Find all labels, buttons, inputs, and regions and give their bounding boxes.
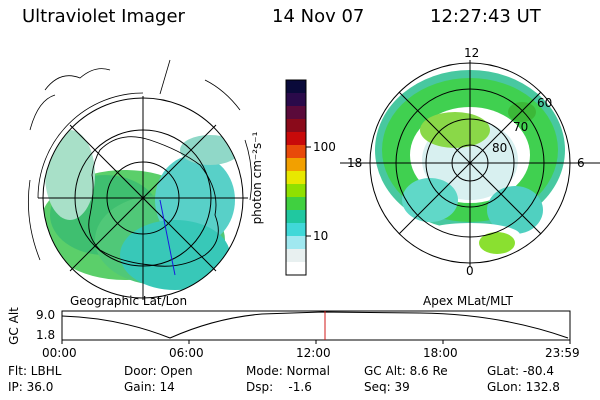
mlat-label-60: 60 <box>537 96 553 110</box>
observation-date: 14 Nov 07 <box>272 6 365 27</box>
gain-readout: Gain: 14 <box>124 380 175 394</box>
colorbar-segment <box>286 197 306 211</box>
colorbar-unit-label: photon cm⁻²s⁻¹ <box>250 131 264 225</box>
colorbar-tick-100: 100 <box>313 140 336 154</box>
alt-xtick-12: 12:00 <box>296 346 331 360</box>
mode-readout: Mode: Normal <box>246 364 330 378</box>
alt-xtick-0: 00:00 <box>42 346 77 360</box>
colorbar-segment <box>286 249 306 263</box>
alt-ylabel: GC Alt <box>7 307 21 345</box>
magnetic-caption: Apex MLat/MLT <box>423 294 513 308</box>
colorbar-segment <box>286 184 306 198</box>
alt-xtick-18: 18:00 <box>423 346 458 360</box>
colorbar-segment <box>286 236 306 250</box>
mlt-label-0: 0 <box>466 264 474 278</box>
seq-readout: Seq: 39 <box>364 380 410 394</box>
mlat-label-80: 80 <box>492 141 508 155</box>
alt-xtick-6: 06:00 <box>169 346 204 360</box>
colorbar-segment <box>286 80 306 94</box>
colorbar-segment <box>286 158 306 172</box>
magnetic-panel <box>340 60 600 266</box>
colorbar-segment <box>286 171 306 185</box>
colorbar-segment <box>286 106 306 120</box>
mlt-label-18: 18 <box>347 156 363 170</box>
colorbar-segment <box>286 132 306 146</box>
mlat-label-70: 70 <box>513 120 529 134</box>
filter-readout: Flt: LBHL <box>8 364 62 378</box>
alt-ytick-1: 1.8 <box>36 328 56 342</box>
dsp-readout: Dsp: -1.6 <box>246 380 312 394</box>
colorbar-segment <box>286 223 306 237</box>
alt-xtick-end: 23:59 <box>545 346 580 360</box>
colorbar-segment <box>286 210 306 224</box>
glat-readout: GLat: -80.4 <box>487 364 554 378</box>
ip-readout: IP: 36.0 <box>8 380 54 394</box>
colorbar-segment <box>286 145 306 159</box>
colorbar <box>286 80 306 276</box>
geographic-panel <box>27 59 253 300</box>
gc-alt-readout: GC Alt: 8.6 Re <box>364 364 448 378</box>
colorbar-tick-10: 10 <box>313 229 329 243</box>
alt-ytick-9: 9.0 <box>36 308 56 322</box>
colorbar-segment <box>286 119 306 133</box>
door-readout: Door: Open <box>124 364 193 378</box>
mlt-label-12: 12 <box>464 46 480 60</box>
observation-time: 12:27:43 UT <box>430 6 541 27</box>
altitude-plot <box>61 310 571 344</box>
instrument-title: Ultraviolet Imager <box>22 6 185 27</box>
glon-readout: GLon: 132.8 <box>487 380 560 394</box>
geographic-caption: Geographic Lat/Lon <box>70 294 188 308</box>
colorbar-segment <box>286 262 306 276</box>
colorbar-segment <box>286 93 306 107</box>
mlt-label-6: 6 <box>577 156 585 170</box>
